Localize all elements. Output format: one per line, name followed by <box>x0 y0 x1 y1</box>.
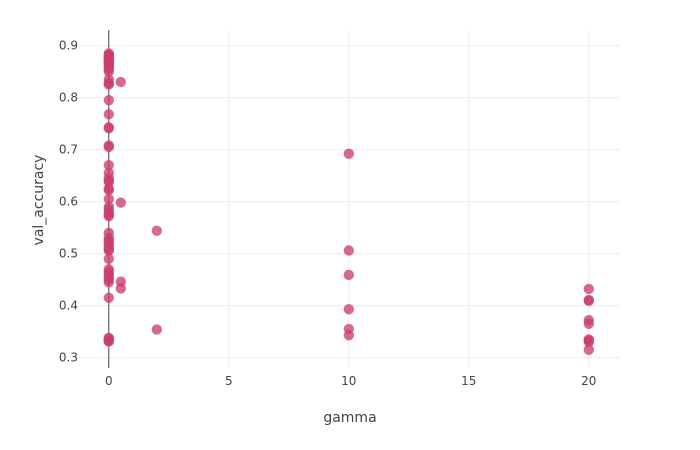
data-point <box>103 141 115 153</box>
data-point <box>343 303 355 315</box>
data-point <box>103 276 115 288</box>
x-tick-label: 15 <box>461 374 476 388</box>
data-point <box>343 245 355 256</box>
data-point <box>583 318 595 330</box>
y-tick-label: 0.3 <box>59 351 78 365</box>
y-axis-title: val_accuracy <box>31 155 47 246</box>
y-tick-label: 0.5 <box>59 247 78 261</box>
data-point <box>151 225 163 236</box>
data-point <box>343 329 355 341</box>
data-point <box>115 283 127 294</box>
y-tick-label: 0.4 <box>59 299 78 313</box>
data-point <box>343 148 355 160</box>
data-points <box>103 48 595 356</box>
x-axis-ticks: 0 5 10 15 20 <box>105 374 596 388</box>
data-point <box>103 108 115 120</box>
y-tick-label: 0.7 <box>59 143 78 157</box>
data-point <box>583 283 595 295</box>
x-tick-label: 0 <box>105 374 113 388</box>
data-point <box>103 175 115 187</box>
y-tick-label: 0.6 <box>59 195 78 209</box>
data-point <box>103 123 115 134</box>
x-axis-title: gamma <box>323 410 376 426</box>
x-tick-label: 5 <box>225 374 233 388</box>
data-point <box>343 269 355 281</box>
data-point <box>583 344 595 356</box>
y-axis-ticks: 0.3 0.4 0.5 0.6 0.7 0.8 0.9 <box>59 39 78 365</box>
data-point <box>103 336 115 347</box>
data-point <box>103 66 115 77</box>
data-point <box>103 79 115 90</box>
data-point <box>115 76 127 88</box>
data-point <box>103 94 115 106</box>
x-tick-label: 10 <box>341 374 356 388</box>
y-tick-label: 0.9 <box>59 39 78 53</box>
data-point <box>103 292 115 304</box>
data-point <box>103 245 115 256</box>
gridlines <box>80 30 620 368</box>
data-point <box>103 209 115 220</box>
data-point <box>583 295 595 307</box>
y-tick-label: 0.8 <box>59 91 78 105</box>
data-point <box>151 324 163 335</box>
x-tick-label: 20 <box>581 374 596 388</box>
data-point <box>103 184 115 196</box>
data-point <box>115 197 127 208</box>
